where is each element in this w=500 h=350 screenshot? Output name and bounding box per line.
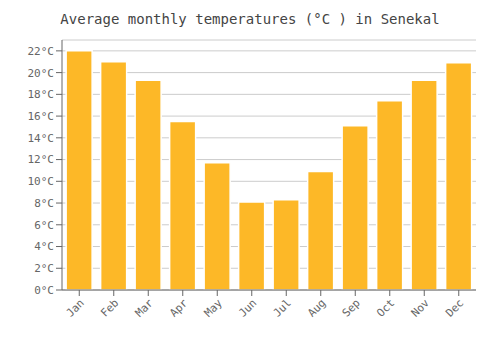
svg-text:Jan: Jan (64, 296, 87, 319)
svg-text:10°C: 10°C (28, 175, 55, 188)
svg-text:2°C: 2°C (34, 262, 54, 275)
svg-text:8°C: 8°C (34, 197, 54, 210)
svg-text:Nov: Nov (409, 296, 433, 320)
svg-text:0°C: 0°C (34, 284, 54, 297)
svg-text:6°C: 6°C (34, 219, 54, 232)
svg-text:Dec: Dec (443, 296, 466, 319)
svg-text:Sep: Sep (340, 296, 363, 319)
svg-text:Mar: Mar (133, 296, 157, 320)
svg-text:Jun: Jun (236, 296, 259, 319)
html-text:Average monthly temperatures (: Average monthly temperatures (°C ) in Se… (60, 11, 440, 27)
svg-text:14°C: 14°C (28, 132, 55, 145)
svg-text:12°C: 12°C (28, 153, 55, 166)
svg-text:Aug: Aug (305, 296, 328, 319)
svg-text:20°C: 20°C (28, 67, 55, 80)
svg-text:Jul: Jul (271, 296, 294, 319)
svg-text:May: May (202, 296, 226, 320)
svg-text:Apr: Apr (167, 296, 191, 320)
svg-text:18°C: 18°C (28, 88, 55, 101)
svg-text:Oct: Oct (374, 296, 397, 319)
svg-text:4°C: 4°C (34, 240, 54, 253)
svg-text:Feb: Feb (98, 296, 121, 319)
svg-text:22°C: 22°C (28, 45, 55, 58)
svg-text:16°C: 16°C (28, 110, 55, 123)
